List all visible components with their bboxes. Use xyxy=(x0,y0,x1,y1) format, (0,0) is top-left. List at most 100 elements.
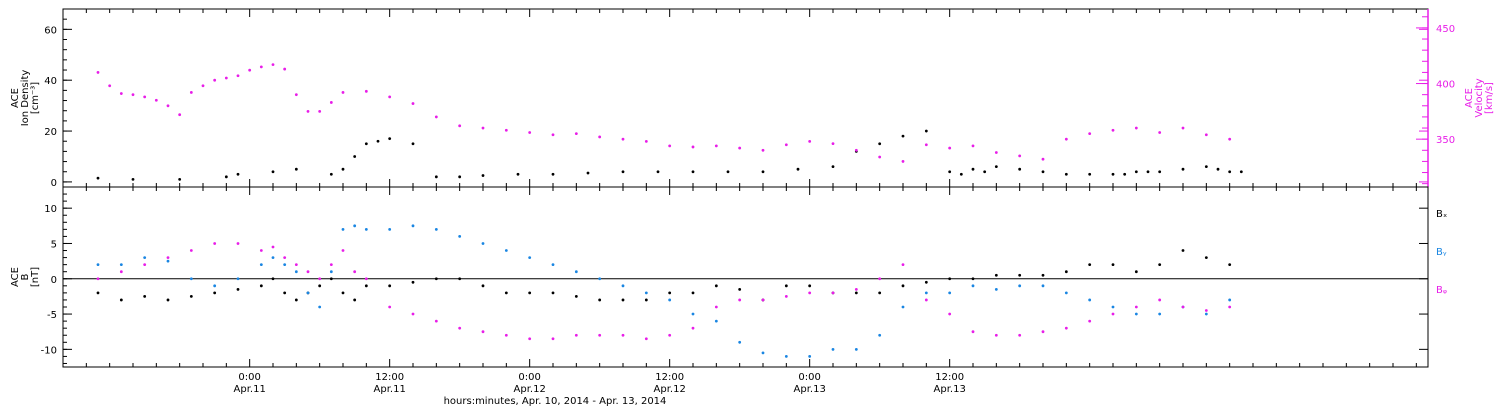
data-point xyxy=(271,63,275,67)
data-point xyxy=(481,330,485,334)
data-point xyxy=(621,284,625,288)
data-point xyxy=(1204,312,1208,316)
data-point xyxy=(1181,167,1185,171)
data-point xyxy=(1158,263,1162,267)
data-point xyxy=(178,177,182,181)
x-tick-label-time: 12:00 xyxy=(935,372,964,383)
data-point xyxy=(924,280,928,284)
data-point xyxy=(994,273,998,277)
data-point xyxy=(1216,167,1220,171)
data-point xyxy=(306,291,310,295)
data-point xyxy=(353,298,357,302)
data-point xyxy=(784,143,788,147)
data-point xyxy=(341,167,345,171)
legend-entry: Bₓ xyxy=(1436,209,1447,220)
data-point xyxy=(971,284,975,288)
data-point xyxy=(878,142,882,146)
data-point xyxy=(341,291,345,295)
data-point xyxy=(551,133,555,137)
left-y-axis-title: ACE xyxy=(10,267,21,287)
right-y-axis-title: Velocity xyxy=(1474,78,1485,117)
data-point xyxy=(131,177,135,181)
data-point xyxy=(411,142,415,146)
data-point xyxy=(504,333,508,337)
panel-frame xyxy=(62,186,1429,368)
data-point xyxy=(1111,305,1115,309)
panel-frame xyxy=(62,8,1429,188)
data-point xyxy=(1088,132,1092,136)
data-point xyxy=(341,227,345,231)
data-point xyxy=(901,305,905,309)
data-point xyxy=(306,270,310,274)
data-point xyxy=(878,155,882,159)
data-point xyxy=(1018,333,1022,337)
x-tick-label-date: Apr.13 xyxy=(934,384,966,395)
data-point xyxy=(1146,170,1150,174)
data-point xyxy=(189,91,193,94)
data-point xyxy=(983,170,987,174)
data-point xyxy=(504,128,508,132)
data-point xyxy=(189,277,193,281)
data-point xyxy=(364,89,368,93)
data-point xyxy=(213,242,217,245)
data-point xyxy=(586,171,590,175)
x-tick-label-date: Apr.12 xyxy=(514,384,546,395)
bottom-panel: -10 -5 0 5 10 ACE B [nT] Bₓ Bᵧ Bᵩ xyxy=(10,186,1447,368)
data-point xyxy=(668,291,672,295)
data-point xyxy=(878,333,882,337)
data-point xyxy=(1088,298,1092,302)
data-point xyxy=(504,291,508,295)
data-point xyxy=(994,287,998,291)
data-point xyxy=(644,291,648,295)
data-point xyxy=(994,165,998,169)
data-point xyxy=(831,142,835,146)
series-1 xyxy=(96,224,1232,358)
data-point xyxy=(1181,126,1185,130)
data-point xyxy=(341,249,345,252)
data-point xyxy=(1018,273,1022,277)
data-point xyxy=(516,172,520,176)
data-point xyxy=(831,291,835,295)
left-y-tick-label: -10 xyxy=(41,345,57,356)
x-tick-label-date: Apr.13 xyxy=(794,384,826,395)
data-point xyxy=(236,74,240,78)
left-y-axis-title: [nT] xyxy=(30,267,41,287)
data-point xyxy=(691,145,695,149)
data-point xyxy=(574,270,578,274)
data-point xyxy=(364,227,368,231)
data-point xyxy=(691,326,695,330)
data-point xyxy=(1064,137,1068,141)
data-point xyxy=(388,305,392,309)
data-point xyxy=(621,137,625,141)
data-point xyxy=(1111,128,1115,132)
data-point xyxy=(1228,298,1232,302)
data-point xyxy=(726,170,730,174)
data-point xyxy=(1064,291,1068,295)
data-point xyxy=(1134,312,1138,316)
data-point xyxy=(388,227,392,231)
data-point xyxy=(388,284,392,288)
data-point xyxy=(353,224,357,228)
data-point xyxy=(1228,170,1232,174)
data-point xyxy=(1111,312,1115,316)
data-point xyxy=(329,172,333,176)
data-point xyxy=(761,351,765,355)
data-point xyxy=(878,291,882,295)
data-point xyxy=(248,68,252,72)
data-point xyxy=(831,347,835,351)
data-point xyxy=(1041,284,1045,288)
data-point xyxy=(353,155,357,158)
data-point xyxy=(143,256,147,259)
data-point xyxy=(96,263,100,267)
data-point xyxy=(528,131,532,134)
data-point xyxy=(224,175,228,179)
data-point xyxy=(1181,249,1185,252)
data-point xyxy=(551,172,555,176)
data-point xyxy=(948,277,952,281)
right-y-tick-label: 450 xyxy=(1436,24,1455,35)
data-point xyxy=(364,277,368,281)
data-point xyxy=(329,270,333,274)
data-point xyxy=(1088,172,1092,176)
data-point xyxy=(1239,170,1243,174)
